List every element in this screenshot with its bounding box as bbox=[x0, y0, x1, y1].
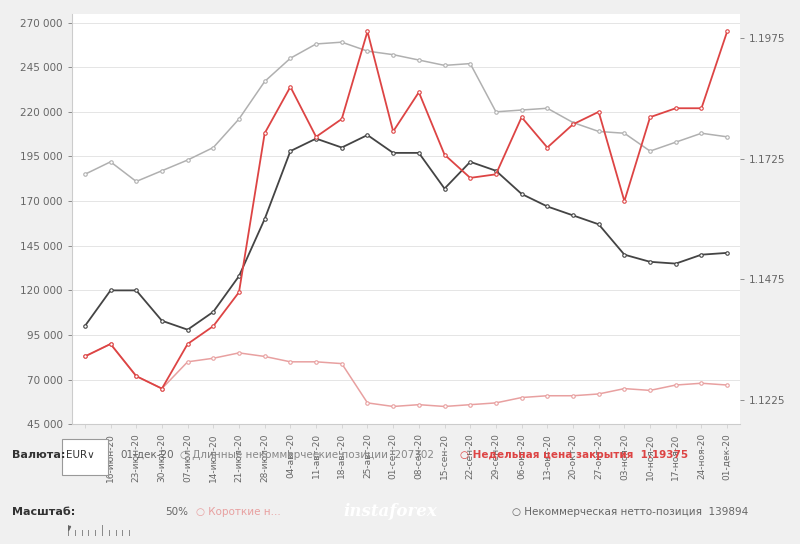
Text: ○ Короткие н...: ○ Короткие н... bbox=[196, 507, 281, 517]
Text: instaforex: instaforex bbox=[343, 503, 437, 520]
Text: 50%: 50% bbox=[165, 507, 188, 517]
Text: Валюта:: Валюта: bbox=[12, 450, 66, 460]
Text: 01-дек-20: 01-дек-20 bbox=[120, 450, 174, 460]
Text: ○ Длинные некоммерческие позиции  207302: ○ Длинные некоммерческие позиции 207302 bbox=[180, 450, 434, 460]
Text: EUR∨: EUR∨ bbox=[66, 450, 94, 460]
FancyBboxPatch shape bbox=[62, 439, 108, 475]
Text: ○ Недельная цена закрытия  1.19375: ○ Недельная цена закрытия 1.19375 bbox=[460, 450, 688, 460]
Text: Масштаб:: Масштаб: bbox=[12, 507, 75, 517]
Text: ○ Некоммерческая нетто-позиция  139894: ○ Некоммерческая нетто-позиция 139894 bbox=[512, 507, 748, 517]
